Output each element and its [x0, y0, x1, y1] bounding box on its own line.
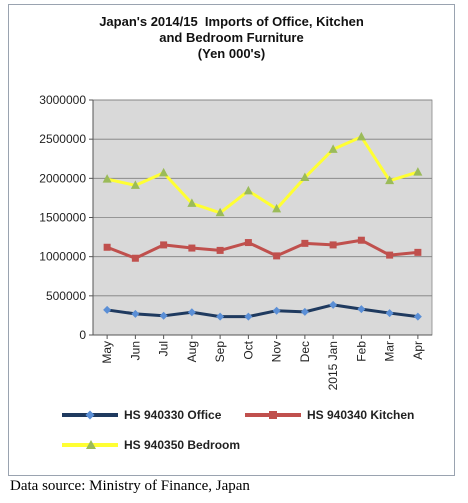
data-point-hs-940330-office	[272, 306, 281, 315]
series-line-hs-940330-office	[106, 303, 419, 319]
data-point-hs-940330-office	[159, 311, 168, 320]
data-point-hs-940330-office	[413, 312, 422, 321]
chart-title-line-2: and Bedroom Furniture	[159, 30, 304, 45]
data-point-hs-940340-kitchen	[216, 246, 224, 254]
data-point-hs-940330-office	[244, 312, 253, 321]
data-point-hs-940330-office	[131, 309, 140, 318]
y-tick-label: 2500000	[39, 132, 86, 146]
chart-title: Japan's 2014/15 Imports of Office, Kitch…	[8, 14, 455, 62]
series-line-hs-940350-bedroom	[106, 135, 419, 215]
x-tick-label: Mar	[383, 341, 397, 362]
x-tick-label: Jul	[157, 341, 171, 356]
data-point-hs-940350-bedroom	[328, 144, 338, 153]
data-point-hs-940340-kitchen	[414, 248, 422, 256]
data-point-hs-940350-bedroom	[272, 203, 282, 213]
x-tick-label: Sep	[213, 341, 227, 363]
data-point-hs-940340-kitchen	[103, 243, 111, 251]
data-point-hs-940350-bedroom	[159, 167, 169, 177]
x-tick-label: May	[100, 341, 114, 364]
data-point-hs-940340-kitchen	[301, 239, 309, 247]
x-tick-label: Dec	[298, 341, 312, 362]
series-line-hs-940340-kitchen	[106, 238, 419, 260]
data-source-note: Data source: Ministry of Finance, Japan	[10, 478, 250, 494]
x-tick-label: Aug	[185, 341, 199, 362]
y-tick-label: 0	[79, 328, 86, 342]
x-tick-label: 2015 Jan	[326, 341, 340, 390]
y-tick-label: 3000000	[39, 93, 86, 107]
y-tick-label: 500000	[46, 289, 86, 303]
x-tick-label: Jun	[128, 341, 142, 360]
data-point-hs-940330-office	[329, 300, 338, 309]
data-point-hs-940330-office	[103, 305, 112, 314]
data-point-hs-940340-kitchen	[244, 239, 252, 247]
data-point-hs-940340-kitchen	[273, 252, 281, 260]
x-tick-label: Nov	[270, 341, 284, 362]
data-point-hs-940330-office	[385, 309, 394, 318]
data-point-hs-940350-bedroom	[187, 198, 197, 207]
data-point-hs-940340-kitchen	[357, 236, 365, 244]
data-point-hs-940340-kitchen	[160, 241, 168, 249]
data-point-hs-940350-bedroom	[102, 174, 112, 183]
data-point-hs-940350-bedroom	[215, 207, 225, 217]
chart-title-line-1: Japan's 2014/15 Imports of Office, Kitch…	[99, 14, 364, 29]
data-point-hs-940340-kitchen	[386, 251, 394, 259]
data-point-hs-940350-bedroom	[130, 180, 140, 189]
y-tick-label: 1500000	[39, 211, 86, 225]
data-point-hs-940350-bedroom	[243, 185, 253, 195]
data-point-hs-940330-office	[187, 308, 196, 317]
data-point-hs-940350-bedroom	[356, 131, 366, 141]
data-point-hs-940330-office	[300, 307, 309, 316]
data-point-hs-940350-bedroom	[413, 167, 423, 176]
data-point-hs-940340-kitchen	[329, 241, 337, 249]
x-tick-label: Oct	[241, 340, 255, 359]
data-point-hs-940330-office	[357, 305, 366, 314]
y-tick-label: 1000000	[39, 250, 86, 264]
data-point-hs-940340-kitchen	[131, 254, 139, 262]
data-point-hs-940350-bedroom	[300, 172, 310, 182]
data-point-hs-940340-kitchen	[188, 244, 196, 252]
data-point-hs-940350-bedroom	[385, 175, 395, 185]
x-tick-label: Apr	[411, 341, 425, 360]
x-tick-label: Feb	[354, 341, 368, 362]
y-tick-label: 2000000	[39, 171, 86, 185]
data-point-hs-940330-office	[216, 312, 225, 321]
chart-title-line-3: (Yen 000's)	[197, 46, 266, 61]
